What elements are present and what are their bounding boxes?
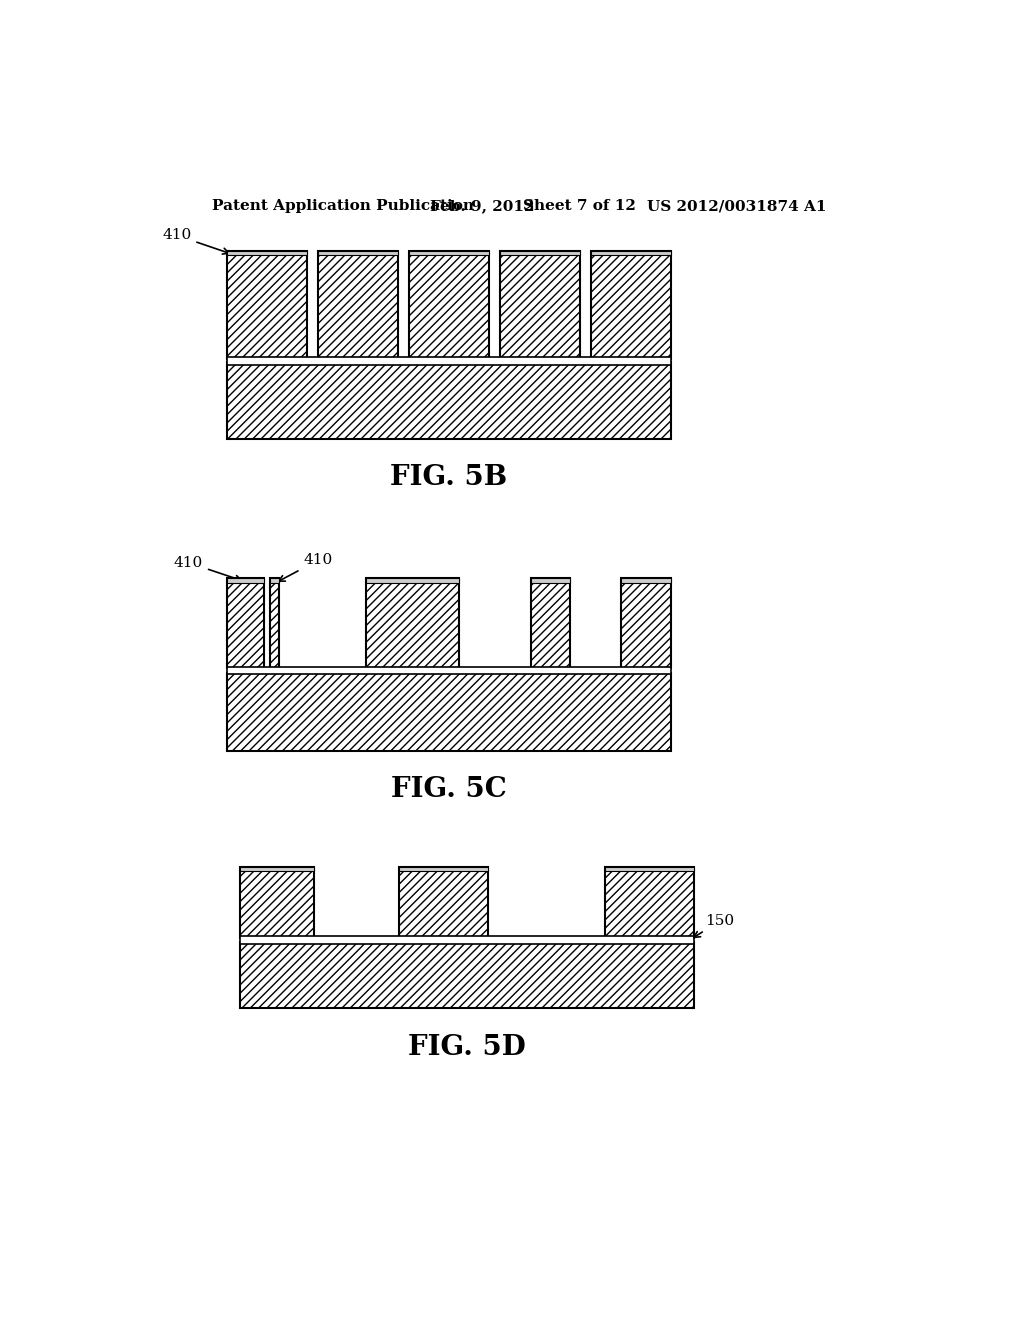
Bar bbox=[318, 251, 398, 256]
Bar bbox=[227, 578, 264, 668]
Bar bbox=[500, 251, 580, 359]
Bar bbox=[227, 358, 671, 364]
Bar bbox=[409, 251, 488, 256]
Bar bbox=[591, 251, 671, 256]
Bar bbox=[591, 251, 671, 359]
Text: 410: 410 bbox=[162, 228, 229, 253]
Bar bbox=[621, 578, 671, 582]
Bar bbox=[409, 251, 488, 359]
Bar bbox=[318, 251, 398, 359]
Bar bbox=[241, 936, 693, 944]
Bar bbox=[227, 251, 307, 359]
Bar bbox=[227, 578, 264, 582]
Bar bbox=[227, 363, 671, 440]
Text: 410: 410 bbox=[279, 553, 333, 581]
Text: FIG. 5C: FIG. 5C bbox=[391, 776, 507, 804]
Bar bbox=[241, 942, 693, 1007]
Text: FIG. 5B: FIG. 5B bbox=[390, 465, 508, 491]
Bar bbox=[241, 867, 314, 937]
Bar bbox=[227, 667, 671, 675]
Bar bbox=[270, 578, 280, 668]
Text: Feb. 9, 2012: Feb. 9, 2012 bbox=[430, 199, 535, 213]
Bar bbox=[531, 578, 569, 668]
Bar bbox=[500, 251, 580, 256]
Bar bbox=[227, 673, 671, 751]
Bar bbox=[399, 867, 488, 937]
Bar bbox=[399, 867, 488, 871]
Bar bbox=[604, 867, 693, 937]
Text: 150: 150 bbox=[694, 913, 734, 937]
Bar bbox=[621, 578, 671, 668]
Text: Sheet 7 of 12: Sheet 7 of 12 bbox=[523, 199, 636, 213]
Bar bbox=[366, 578, 459, 582]
Text: Patent Application Publication: Patent Application Publication bbox=[212, 199, 474, 213]
Bar bbox=[604, 867, 693, 871]
Bar bbox=[227, 251, 307, 256]
Bar bbox=[241, 867, 314, 871]
Text: FIG. 5D: FIG. 5D bbox=[409, 1035, 526, 1061]
Text: 410: 410 bbox=[174, 556, 242, 581]
Bar bbox=[270, 578, 280, 582]
Text: US 2012/0031874 A1: US 2012/0031874 A1 bbox=[647, 199, 826, 213]
Bar bbox=[531, 578, 569, 582]
Bar bbox=[366, 578, 459, 668]
